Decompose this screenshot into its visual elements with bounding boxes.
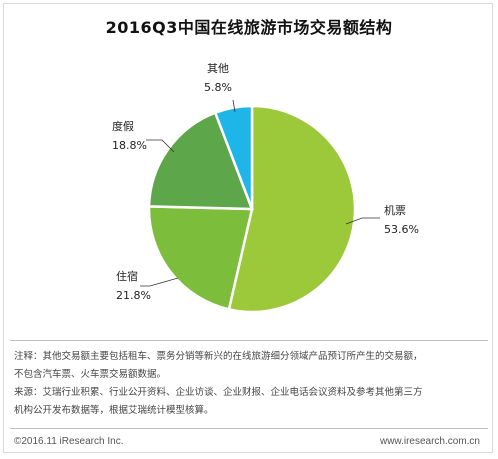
leader-line — [146, 139, 175, 153]
leader-line — [232, 99, 236, 113]
slice-value-label: 18.8% — [112, 139, 147, 152]
slice-label: 度假 — [112, 119, 134, 133]
slice-label: 住宿 — [116, 269, 138, 283]
slice-label: 机票 — [384, 203, 406, 217]
website-text: www.iresearch.com.cn — [379, 436, 480, 447]
slice-value-label: 21.8% — [116, 289, 151, 302]
pie-slice — [213, 104, 254, 210]
leader-line — [345, 217, 380, 225]
slice-label: 其他 — [207, 62, 229, 75]
pie-slice — [147, 111, 254, 211]
notes-section: 注释：其他交易额主要包括租车、票务分销等新兴的在线旅游细分领域产品预订所产生的交… — [14, 348, 486, 420]
slice-value-label: 53.6% — [384, 223, 419, 236]
chart-title: 2016Q3中国在线旅游市场交易额结构 — [105, 18, 393, 37]
slice-value-label: 5.8% — [204, 81, 232, 94]
pie-slice — [147, 205, 254, 311]
source-line: 机构公开发布数据等，根据艾瑞统计模型核算。 — [14, 405, 214, 416]
note-line: 不包含汽车票、火车票交易额数据。 — [14, 369, 167, 380]
note-line: 注释：其他交易额主要包括租车、票务分销等新兴的在线旅游细分领域产品预订所产生的交… — [14, 351, 423, 362]
pie-chart: 机票 53.6% 住宿 21.8% 度假 18.8% 其他 5.8% — [112, 62, 419, 314]
notes-divider — [10, 340, 488, 341]
footer-divider — [10, 428, 488, 429]
copyright-text: ©2016.11 iResearch Inc. — [14, 436, 124, 447]
leader-line — [140, 277, 179, 287]
source-line: 来源：艾瑞行业积累、行业公开资料、企业访谈、企业财报、企业电话会议资料及参考其他… — [14, 387, 423, 398]
